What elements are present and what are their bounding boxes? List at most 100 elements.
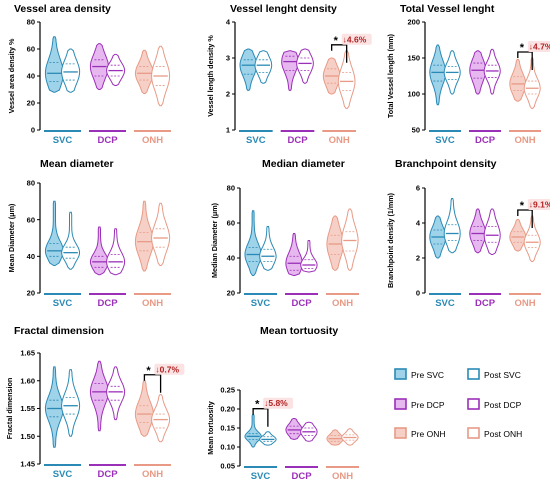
group-label: DCP <box>291 298 312 309</box>
violin-pre-svc <box>44 366 64 448</box>
group-label: SVC <box>246 135 266 146</box>
panel-title: Median diameter <box>262 158 345 170</box>
panel-total-vessel-lenght: Total Vessel lenght Total Vessel length (… <box>386 3 550 146</box>
group-label: ONH <box>329 135 350 146</box>
panel-title: Vessel area density <box>14 3 111 15</box>
y-tick-label: 0 <box>31 126 35 135</box>
y-tick-label: 40 <box>27 72 35 81</box>
violin-post-onh <box>341 208 359 271</box>
y-tick-label: 1.65 <box>20 349 35 358</box>
violin-pre-dcp <box>89 360 109 432</box>
significance-bracket <box>517 51 533 70</box>
y-tick-label: 0.15 <box>220 424 235 433</box>
annotation-percent: ↓4.6% <box>343 34 367 44</box>
violin-post-onh <box>337 50 356 109</box>
y-tick-label: 80 <box>227 184 235 193</box>
group-label: SVC <box>53 469 73 480</box>
group-label: DCP <box>97 298 118 309</box>
y-tick-label: 80 <box>27 18 35 27</box>
y-tick-label: 150 <box>407 54 420 63</box>
panel-branchpoint-density: Branchpoint density Branchpoint density (… <box>386 158 550 309</box>
y-tick-label: 1 <box>226 126 230 135</box>
y-axis-label: Vessel length density % <box>206 35 215 117</box>
y-tick-label: 0 <box>416 289 420 298</box>
significance-bracket <box>331 44 348 63</box>
panel-title: Branchpoint density <box>395 158 497 170</box>
legend-item-post-svc: Post SVC <box>467 368 521 380</box>
panel-title: Vessel lenght density <box>230 3 337 15</box>
y-tick-label: 0.10 <box>220 443 235 452</box>
annotation-badge <box>154 363 185 375</box>
group-label: ONH <box>142 469 163 480</box>
violin-pre-dcp <box>469 50 487 95</box>
significance-star: * <box>255 399 260 411</box>
legend-label: Pre DCP <box>411 400 445 410</box>
y-tick-label: 2 <box>226 90 230 99</box>
y-axis-label: Vessel area density % <box>7 38 16 113</box>
y-tick-label: 40 <box>27 252 35 261</box>
y-tick-label: 4 <box>416 219 421 228</box>
panel-mean-diameter: Mean diameter Mean Diameter (μm) 20 40 60 80 S… <box>7 158 171 309</box>
significance-bracket <box>143 374 162 393</box>
panel-title: Fractal dimension <box>14 325 104 337</box>
y-tick-label: 200 <box>407 18 420 27</box>
group-label: SVC <box>435 298 455 309</box>
legend-label: Pre SVC <box>411 370 444 380</box>
y-axis-label: Mean Diameter (μm) <box>7 203 16 272</box>
y-tick-label: 100 <box>407 90 420 99</box>
y-tick-label: 0.05 <box>220 462 235 471</box>
violin-post-dcp <box>296 48 314 84</box>
violin-post-dcp <box>483 208 501 255</box>
legend-swatch <box>467 398 480 410</box>
y-tick-label: 2 <box>416 254 420 263</box>
violin-post-onh <box>151 202 171 266</box>
group-label: DCP <box>475 135 496 146</box>
annotation-badge <box>263 397 294 409</box>
legend-item-pre-dcp: Pre DCP <box>394 398 445 410</box>
panel-mean-tortuosity: Mean tortuosity Mean tortuosity 0.05 0.10 0.… <box>206 325 359 482</box>
annotation-percent: ↓9.1% <box>529 200 550 210</box>
panel-title: Mean diameter <box>40 158 114 170</box>
panel-vessel-area-density: Vessel area density Vessel area density %… <box>7 3 171 146</box>
annotation-percent: ↓0.7% <box>155 364 179 374</box>
y-tick-label: 40 <box>227 254 235 263</box>
y-tick-label: 80 <box>27 179 35 188</box>
violin-post-dcp <box>106 228 126 276</box>
y-tick-label: 60 <box>27 215 35 224</box>
y-tick-label: 0.25 <box>220 386 235 395</box>
group-label: DCP <box>291 471 312 482</box>
group-label: SVC <box>53 135 73 146</box>
violin-pre-onh <box>134 380 154 437</box>
significance-bracket <box>252 408 269 427</box>
y-tick-label: 20 <box>27 99 35 108</box>
legend-swatch <box>394 427 407 439</box>
y-tick-label: 60 <box>227 219 235 228</box>
y-axis-label: Mean tortuosity <box>206 401 215 455</box>
y-tick-label: 4 <box>226 18 231 27</box>
group-label: ONH <box>332 298 353 309</box>
violin-post-onh <box>151 394 171 443</box>
y-tick-label: 0.20 <box>220 405 235 414</box>
annotation-percent: ↓5.8% <box>264 398 288 408</box>
violin-post-svc <box>254 50 273 84</box>
y-tick-label: 1.50 <box>20 432 35 441</box>
violin-pre-svc <box>429 44 447 106</box>
panel-title: Mean tortuosity <box>260 325 338 337</box>
group-label: SVC <box>53 298 73 309</box>
group-label: SVC <box>435 135 455 146</box>
group-label: ONH <box>142 298 163 309</box>
y-axis-label: Fractal dimension <box>5 378 14 440</box>
group-label: DCP <box>97 135 118 146</box>
violin-post-svc <box>61 48 81 93</box>
y-tick-label: 1.60 <box>20 376 35 385</box>
violin-pre-svc <box>244 210 262 276</box>
panel-fractal-dimension: Fractal dimension Fractal dimension 1.45 1.… <box>5 325 185 480</box>
y-tick-label: 1.45 <box>20 460 35 469</box>
violin-post-dcp <box>106 366 126 421</box>
violin-post-svc <box>61 369 81 437</box>
panel-vessel-lenght-density: Vessel lenght density Vessel length densi… <box>206 3 372 146</box>
y-tick-label: 20 <box>227 289 235 298</box>
legend-item-pre-onh: Pre ONH <box>394 427 445 439</box>
annotation-badge <box>527 199 550 210</box>
